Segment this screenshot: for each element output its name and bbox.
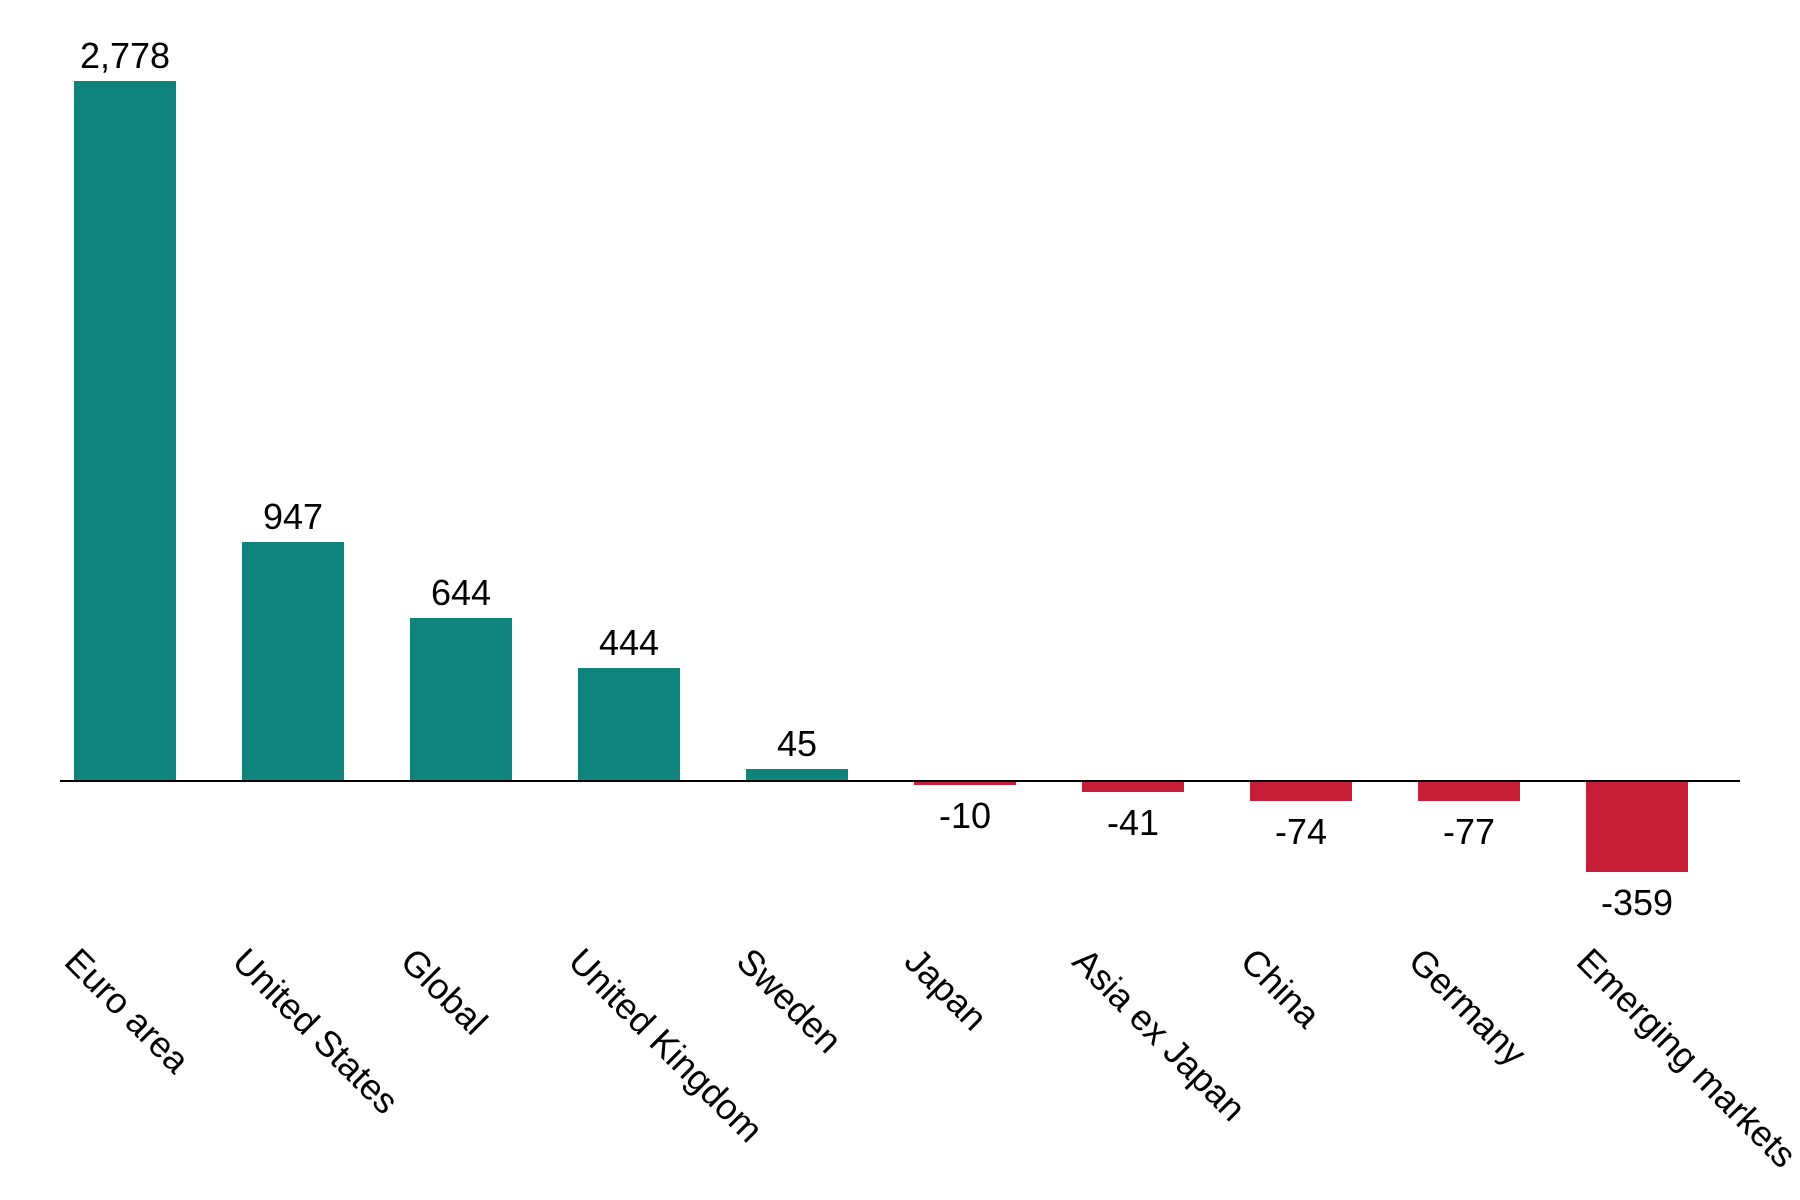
bar [914,782,1016,785]
category-label: United States [224,940,407,1123]
category-label: China [1232,940,1328,1036]
value-label: 444 [539,622,719,664]
category-label: Asia ex Japan [1064,940,1254,1130]
value-label: -41 [1043,802,1223,844]
bar-chart: 2,778Euro area947United States644Global4… [60,40,1740,1160]
bar [1418,782,1520,801]
bar [578,668,680,780]
category-label: Sweden [728,940,850,1062]
bar [410,618,512,780]
value-label: 947 [203,496,383,538]
category-label: Global [392,940,495,1043]
plot-area: 2,778Euro area947United States644Global4… [60,40,1740,1160]
category-label: Japan [896,940,995,1039]
bar [746,769,848,780]
bar [242,542,344,780]
bar [1586,782,1688,872]
bar [74,81,176,780]
value-label: -359 [1547,882,1727,924]
category-label: Emerging markets [1568,940,1800,1176]
value-label: -10 [875,795,1055,837]
value-label: -77 [1379,811,1559,853]
value-label: 2,778 [35,35,215,77]
value-label: 45 [707,723,887,765]
bar [1082,782,1184,792]
bar [1250,782,1352,801]
category-label: Euro area [56,940,197,1081]
value-label: 644 [371,572,551,614]
category-label: Germany [1400,940,1534,1074]
value-label: -74 [1211,811,1391,853]
